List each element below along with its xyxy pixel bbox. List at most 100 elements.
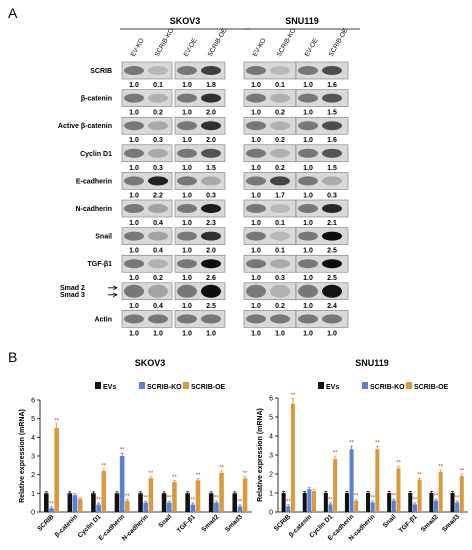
significance-marker: ** (417, 473, 422, 479)
bar (172, 482, 177, 512)
bar (232, 493, 238, 512)
significance-marker: ** (149, 471, 154, 477)
band (124, 121, 144, 131)
band (270, 314, 290, 324)
band-quantification: 1.0 (303, 303, 313, 310)
band (298, 176, 318, 186)
significance-marker: ** (143, 496, 148, 502)
significance-marker: ** (455, 495, 460, 501)
arrow-icon (108, 285, 118, 291)
band (124, 259, 144, 269)
band (148, 66, 168, 75)
band-quantification: 1.0 (182, 82, 192, 89)
bar (333, 458, 338, 512)
significance-marker: ** (438, 465, 443, 471)
band (201, 284, 221, 298)
bar (119, 456, 125, 512)
band (246, 204, 266, 213)
band-quantification: 1.0 (303, 110, 313, 117)
band-quantification: 0.2 (275, 303, 285, 310)
band-quantification: 2.0 (206, 110, 216, 117)
y-tick-label: 6 (269, 396, 273, 403)
band-quantification: 0.2 (275, 165, 285, 172)
bar (408, 493, 413, 512)
band (246, 148, 266, 158)
x-tick-label: Smad3 (224, 513, 244, 533)
band-quantification: 1.0 (182, 110, 192, 117)
bar (237, 506, 243, 512)
y-tick-label: 2 (31, 472, 35, 479)
band-quantification: 1.5 (327, 110, 337, 117)
protein-label: Smad 2 (60, 285, 85, 292)
band-quantification: 1.0 (303, 192, 313, 199)
protein-label: SCRIB (90, 68, 112, 75)
significance-marker: ** (101, 463, 106, 469)
bar (208, 493, 214, 512)
band-quantification: 1.0 (182, 220, 192, 227)
arrow-icon (108, 292, 118, 298)
bar (328, 504, 333, 512)
band (246, 231, 266, 241)
y-tick-label: 3 (31, 454, 35, 461)
band (124, 314, 144, 324)
band-quantification: 0.3 (153, 137, 163, 144)
significance-marker: ** (54, 418, 59, 424)
legend-swatch (318, 382, 324, 389)
bar (125, 500, 130, 512)
bar (54, 428, 59, 512)
band-quantification: 1.0 (129, 248, 139, 255)
significance-marker: ** (243, 471, 248, 477)
significance-marker: ** (49, 501, 54, 507)
band-quantification: 0.1 (153, 82, 163, 89)
band-quantification: 2.6 (206, 275, 216, 282)
lane-label: EV-KO (252, 37, 268, 58)
protein-label: N-cadherin (75, 206, 112, 213)
protein-label: TGF-β1 (88, 261, 113, 268)
protein-label: β-catenin (81, 96, 112, 103)
chart-title: SNU119 (355, 358, 389, 368)
band-quantification: 1.0 (251, 275, 261, 282)
significance-marker: ** (214, 496, 219, 502)
protein-label: Smad 3 (60, 292, 85, 299)
band (322, 93, 342, 103)
band-quantification: 1.0 (303, 275, 313, 282)
bar (96, 504, 101, 512)
bar (354, 500, 359, 512)
band (177, 148, 197, 158)
chart-snu119: SNU119 EVs SCRIB-KO SCRIB-OE 0 1 2 3 4 5 6 Relative… (257, 358, 468, 542)
x-tick-label: Smad3 (441, 513, 461, 533)
bar-charts: SKOV3 EVs SCRIB-KO SCRIB-OE 0 1 2 3 4 5 6 Relative … (19, 358, 468, 542)
band (270, 259, 290, 269)
band-quantification: 2.0 (206, 137, 216, 144)
band (270, 121, 290, 131)
chart-skov3: SKOV3 EVs SCRIB-KO SCRIB-OE 0 1 2 3 4 5 6 Relative … (19, 358, 252, 542)
band-quantification: 0.3 (275, 275, 285, 282)
legend-label: EVs (326, 384, 339, 391)
protein-label: Cyclin D1 (80, 151, 112, 158)
band-quantification: 1.0 (129, 137, 139, 144)
lane-label: SCRIB-OE (207, 27, 229, 58)
legend-swatch (95, 382, 101, 389)
band (322, 66, 342, 75)
bar (311, 491, 317, 512)
bar (161, 493, 167, 512)
band-quantification: 1.0 (182, 165, 192, 172)
band (201, 121, 221, 131)
band-quantification: 0.2 (153, 110, 163, 117)
y-tick-label: 5 (269, 415, 273, 422)
significance-marker: ** (125, 494, 130, 500)
band (177, 259, 197, 269)
band (124, 176, 144, 186)
band-quantification: 1.0 (129, 330, 139, 337)
band (322, 148, 342, 158)
x-tick-label: Smad2 (420, 513, 440, 533)
cell-line-skov3: SKOV3 (170, 16, 201, 26)
x-tick-label: SCRIB (36, 513, 55, 532)
legend-label: SCRIB-OE (191, 384, 226, 391)
band (177, 314, 197, 324)
y-tick-label: 1 (31, 491, 35, 498)
band (298, 231, 318, 241)
legend-swatch (183, 382, 189, 389)
significance-marker: ** (167, 496, 172, 502)
band (322, 176, 342, 186)
